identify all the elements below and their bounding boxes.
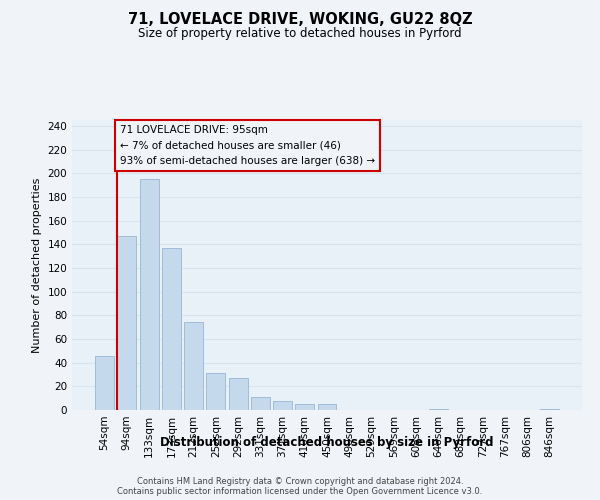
Bar (317, 404, 337, 410)
Bar (118, 236, 136, 410)
Bar (140, 179, 158, 410)
Y-axis label: Number of detached properties: Number of detached properties (32, 178, 42, 352)
Text: Contains HM Land Registry data © Crown copyright and database right 2024.: Contains HM Land Registry data © Crown c… (137, 476, 463, 486)
Bar (251, 397, 270, 410)
Bar (540, 409, 559, 410)
Bar (206, 374, 225, 410)
Text: 71, LOVELACE DRIVE, WOKING, GU22 8QZ: 71, LOVELACE DRIVE, WOKING, GU22 8QZ (128, 12, 472, 28)
Bar (295, 404, 314, 410)
Bar (184, 322, 203, 410)
Text: Size of property relative to detached houses in Pyrford: Size of property relative to detached ho… (138, 28, 462, 40)
Text: 71 LOVELACE DRIVE: 95sqm
← 7% of detached houses are smaller (46)
93% of semi-de: 71 LOVELACE DRIVE: 95sqm ← 7% of detache… (120, 124, 375, 166)
Bar (273, 400, 292, 410)
Bar (229, 378, 248, 410)
Bar (162, 248, 181, 410)
Bar (95, 356, 114, 410)
Bar (429, 409, 448, 410)
Text: Contains public sector information licensed under the Open Government Licence v3: Contains public sector information licen… (118, 486, 482, 496)
Text: Distribution of detached houses by size in Pyrford: Distribution of detached houses by size … (160, 436, 494, 449)
